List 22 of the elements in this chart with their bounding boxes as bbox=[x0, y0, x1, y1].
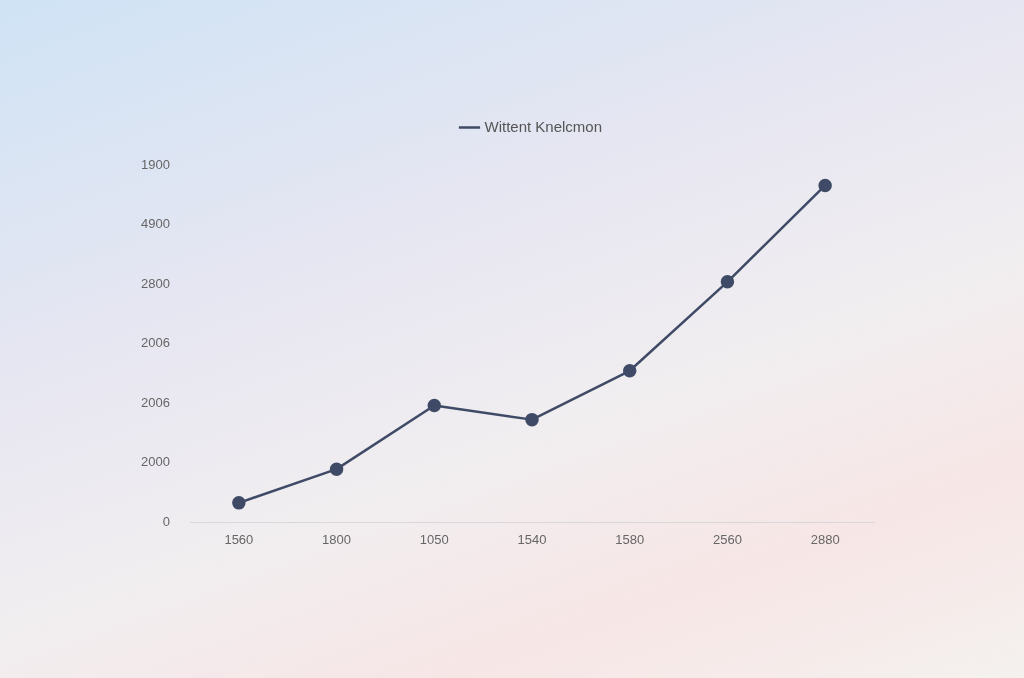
point bbox=[232, 496, 246, 510]
text: 2000 bbox=[141, 454, 170, 470]
text: 0 bbox=[162, 513, 170, 529]
x-tick-label: 1050 bbox=[419, 531, 449, 547]
point bbox=[818, 178, 832, 193]
text: 2006 bbox=[141, 394, 170, 410]
x-tick-label: 1580 bbox=[615, 531, 645, 547]
x-tick-label: 1800 bbox=[322, 531, 352, 547]
x-tick-label: 2880 bbox=[810, 531, 840, 547]
text: 2800 bbox=[141, 275, 170, 291]
legend-label: Wittent Knelcmon bbox=[484, 117, 603, 135]
text: 4900 bbox=[141, 216, 170, 232]
text: 1900 bbox=[141, 156, 170, 172]
point bbox=[622, 364, 637, 378]
x-tick-label: 1540 bbox=[517, 531, 547, 547]
point bbox=[329, 462, 344, 476]
point bbox=[427, 398, 442, 413]
text: 2006 bbox=[141, 335, 170, 351]
point bbox=[720, 275, 735, 289]
point bbox=[525, 412, 539, 427]
x-tick-label: 2560 bbox=[712, 531, 742, 547]
x-tick-label: 1560 bbox=[224, 531, 254, 547]
